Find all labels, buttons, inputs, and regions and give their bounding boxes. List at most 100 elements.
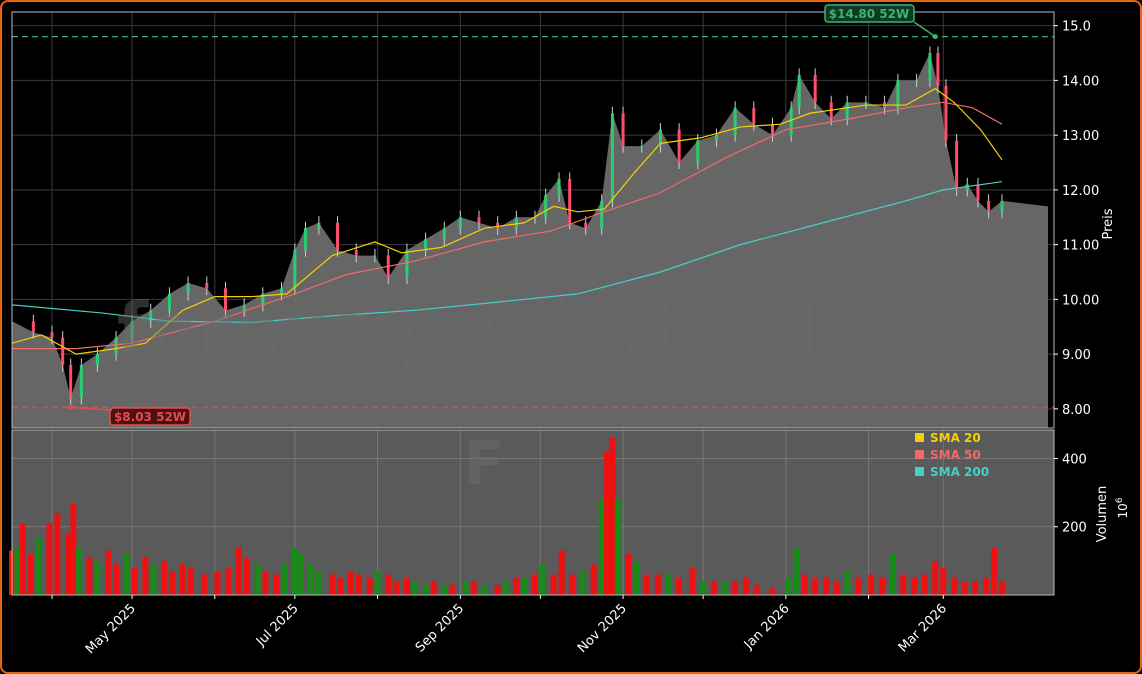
volume-bar — [86, 557, 93, 595]
x-tick-label: Jan 2026 — [741, 601, 793, 653]
volume-bar — [558, 550, 565, 595]
volume-bar — [550, 574, 557, 595]
candle-body — [405, 250, 409, 278]
candle-body — [442, 228, 446, 240]
candle-body — [533, 217, 537, 219]
volume-exponent-power: 6 — [1115, 497, 1125, 503]
volume-bar — [532, 574, 539, 595]
volume-bar — [179, 564, 186, 595]
candle-body — [1000, 200, 1004, 212]
volume-bar — [878, 577, 885, 595]
volume-bar — [411, 581, 418, 595]
volume-bar — [961, 581, 968, 595]
volume-bar — [513, 577, 520, 595]
volume-bar — [273, 574, 280, 595]
high-52w-label: $14.80 52W — [829, 7, 909, 21]
candle-body — [610, 113, 614, 201]
volume-exponent: 106 — [1115, 497, 1130, 518]
watermark: forexsignale.trade — [117, 287, 867, 371]
volume-bar — [54, 513, 61, 595]
x-tick-label: May 2025 — [83, 601, 139, 657]
volume-bar — [721, 581, 728, 595]
candle-body — [864, 102, 868, 104]
candle-body — [477, 217, 481, 223]
volume-bar — [521, 577, 528, 595]
volume-bar — [753, 584, 760, 595]
volume-bar — [676, 577, 683, 595]
volume-bar — [801, 574, 808, 595]
volume-bar — [347, 571, 354, 595]
candle-body — [955, 140, 959, 190]
volume-bar — [625, 554, 632, 595]
low-52w-annotation: $8.03 52W — [70, 406, 191, 426]
candle-body — [95, 354, 99, 366]
volume-bar — [19, 523, 26, 595]
volume-bar — [998, 581, 1005, 595]
low-52w-label: $8.03 52W — [114, 410, 186, 424]
svg-text:106: 106 — [1115, 497, 1130, 518]
candle-body — [752, 107, 756, 125]
volume-bar — [123, 554, 130, 595]
candle-body — [770, 124, 774, 136]
price-tick-label: 13.00 — [1062, 129, 1099, 144]
volume-bar — [201, 574, 208, 595]
candle-body — [114, 337, 118, 355]
volume-bar — [142, 557, 149, 595]
candle-body — [223, 288, 227, 311]
volume-bar — [990, 547, 997, 595]
legend-swatch-sma20 — [915, 433, 924, 442]
volume-bar — [785, 577, 792, 595]
candle-body — [797, 74, 801, 108]
volume-bar — [291, 547, 298, 595]
price-tick-label: 15.0 — [1062, 20, 1091, 35]
volume-axis-label: Volumen — [1095, 486, 1110, 543]
candle-body — [61, 337, 65, 366]
volume-bar — [481, 584, 488, 595]
volume-bar — [982, 577, 989, 595]
volume-bar — [614, 499, 621, 595]
volume-bar — [609, 438, 616, 595]
legend-swatch-sma50 — [915, 450, 924, 459]
volume-bar — [710, 581, 717, 595]
candle-body — [496, 222, 500, 229]
candle-body — [658, 129, 662, 147]
volume-bar — [75, 547, 82, 595]
high-52w-arrow — [913, 21, 936, 38]
volume-bar — [633, 560, 640, 595]
price-layer — [11, 34, 1054, 428]
candle-body — [149, 310, 153, 322]
candle-body — [845, 102, 849, 119]
legend-label-sma20: SMA 20 — [930, 431, 981, 445]
candle-body — [976, 184, 980, 201]
candle-body — [261, 293, 265, 305]
price-area — [12, 53, 1048, 428]
volume-bar — [214, 571, 221, 595]
volume-bar — [161, 560, 168, 595]
high-52w-box — [824, 4, 915, 23]
volume-bar — [281, 564, 288, 595]
volume-bar — [243, 557, 250, 595]
volume-bar — [932, 560, 939, 595]
candle-body — [205, 282, 209, 289]
candle-body — [31, 321, 35, 333]
watermark-letter: F — [464, 429, 505, 499]
sma200-line — [11, 181, 1003, 323]
volume-bar — [46, 523, 53, 595]
candle-body — [293, 250, 297, 289]
legend-swatch-sma200 — [915, 467, 924, 476]
price-tick-label: 14.00 — [1062, 74, 1099, 89]
volume-exponent-base: 10 — [1116, 503, 1130, 518]
volume-bar — [742, 577, 749, 595]
candle-body — [896, 80, 900, 108]
volume-bar — [972, 581, 979, 595]
volume-bar — [470, 581, 477, 595]
volume-bar — [27, 554, 34, 595]
candle-body — [458, 217, 462, 229]
volume-bar — [70, 502, 77, 595]
candle-body — [600, 200, 604, 229]
candle-body — [584, 222, 588, 229]
volume-bar — [366, 577, 373, 595]
volume-bar — [150, 564, 157, 595]
